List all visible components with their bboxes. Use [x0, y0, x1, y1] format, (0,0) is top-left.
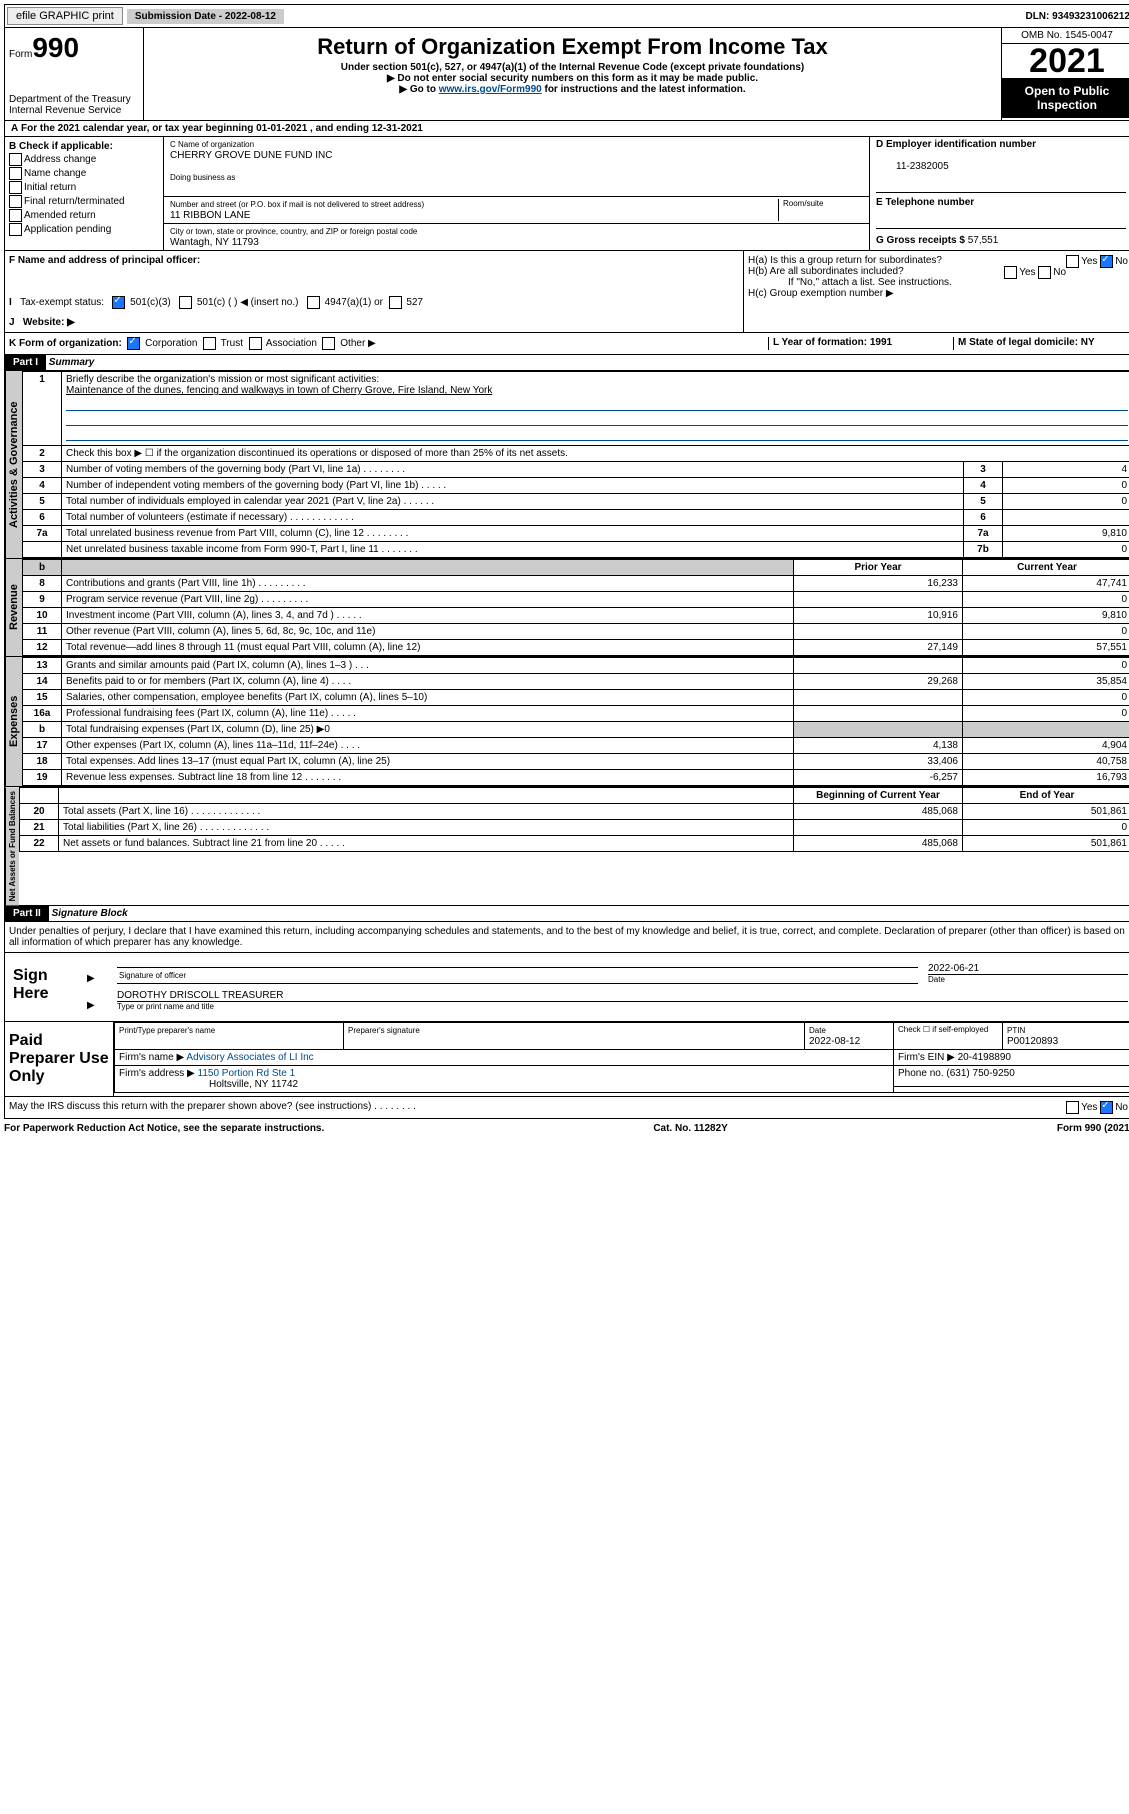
declaration: Under penalties of perjury, I declare th… [4, 922, 1129, 953]
footer: For Paperwork Reduction Act Notice, see … [4, 1119, 1129, 1138]
part-2-header: Part II [5, 906, 49, 921]
summary-table-1: 1Briefly describe the organization's mis… [22, 371, 1129, 558]
dept-label: Department of the Treasury Internal Reve… [9, 94, 139, 116]
line-m: M State of legal domicile: NY [953, 337, 1128, 350]
tax-year: 2021 [1002, 44, 1129, 78]
discuss-row: May the IRS discuss this return with the… [4, 1097, 1129, 1119]
subtitle-3b: for instructions and the latest informat… [542, 84, 746, 95]
tab-netassets: Net Assets or Fund Balances [5, 787, 19, 905]
open-public: Open to Public Inspection [1002, 78, 1129, 118]
dln: DLN: 93493231006212 [1025, 11, 1129, 22]
submission-date: Submission Date - 2022-08-12 [127, 9, 284, 24]
block-d: D Employer identification number11-23820… [870, 137, 1129, 250]
revenue-table: bPrior YearCurrent Year 8Contributions a… [22, 559, 1129, 656]
tab-activities: Activities & Governance [5, 371, 22, 558]
tab-expenses: Expenses [5, 657, 22, 786]
line-f: F Name and address of principal officer: [9, 255, 739, 266]
block-c: C Name of organizationCHERRY GROVE DUNE … [164, 137, 870, 250]
netassets-table: Beginning of Current YearEnd of Year 20T… [19, 787, 1129, 852]
expenses-table: 13Grants and similar amounts paid (Part … [22, 657, 1129, 786]
block-h: H(a) Is this a group return for subordin… [744, 251, 1129, 332]
tab-revenue: Revenue [5, 559, 22, 656]
form-number: 990 [32, 32, 79, 63]
line-i: I Tax-exempt status: 501(c)(3) 501(c) ( … [9, 296, 739, 309]
501c3-checkbox[interactable] [112, 296, 125, 309]
line-j: J Website: ▶ [9, 317, 739, 328]
discuss-no-checkbox[interactable] [1100, 1101, 1113, 1114]
form-title: Return of Organization Exempt From Incom… [148, 34, 997, 60]
efile-print-button[interactable]: efile GRAPHIC print [7, 7, 123, 25]
no-checkbox[interactable] [1100, 255, 1113, 268]
block-b: B Check if applicable: Address change Na… [5, 137, 164, 250]
subtitle-3a: ▶ Go to [399, 84, 438, 95]
subtitle-1: Under section 501(c), 527, or 4947(a)(1)… [148, 62, 997, 73]
top-bar: efile GRAPHIC print Submission Date - 20… [4, 4, 1129, 28]
corp-checkbox[interactable] [127, 337, 140, 350]
form-label: Form [9, 49, 32, 60]
preparer-table: Print/Type preparer's namePreparer's sig… [114, 1022, 1129, 1093]
irs-link[interactable]: www.irs.gov/Form990 [439, 84, 542, 95]
part-1-header: Part I [5, 355, 46, 370]
line-k: K Form of organization: Corporation Trus… [9, 337, 768, 350]
paid-preparer-label: Paid Preparer Use Only [5, 1022, 114, 1096]
line-a: A For the 2021 calendar year, or tax yea… [4, 121, 1129, 137]
line-l: L Year of formation: 1991 [768, 337, 953, 350]
subtitle-2: ▶ Do not enter social security numbers o… [148, 73, 997, 84]
form-header: Form990 Department of the Treasury Inter… [4, 28, 1129, 121]
sign-here-label: Sign Here [9, 957, 87, 1017]
